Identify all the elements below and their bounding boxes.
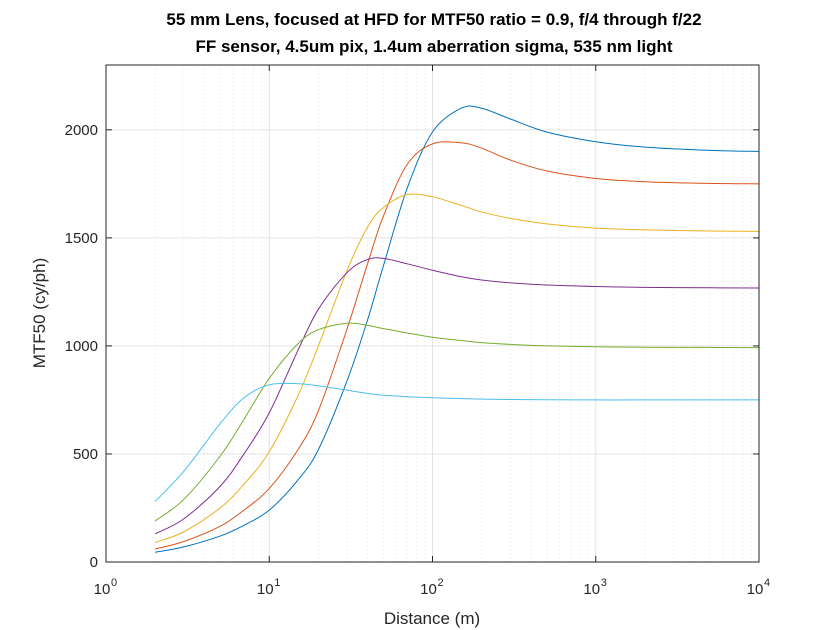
chart-title: 55 mm Lens, focused at HFD for MTF50 rat…	[166, 10, 701, 29]
series-line-6	[154, 382, 759, 502]
x-tick-label: 10	[583, 581, 600, 598]
x-tick-label: 10	[747, 581, 764, 598]
x-tick-exponent: 3	[601, 577, 607, 589]
series-line-4	[154, 257, 760, 535]
series-line-5	[154, 322, 760, 522]
y-tick-label: 1000	[65, 338, 98, 355]
series-line-2	[155, 141, 760, 550]
y-axis-ticks: 0 500 1000 1500 2000	[65, 122, 759, 571]
x-tick-exponent: 4	[764, 577, 770, 589]
y-tick-label: 2000	[65, 122, 98, 139]
series-line-3	[154, 193, 760, 544]
series-line-1	[155, 105, 760, 553]
y-axis-label: MTF50 (cy/ph)	[30, 258, 49, 369]
minor-gridlines	[154, 65, 752, 562]
chart-subtitle: FF sensor, 4.5um pix, 1.4um aberration s…	[195, 37, 672, 56]
x-tick-exponent: 1	[274, 577, 280, 589]
x-axis-ticks: 10 0 10 1 10 2 10 3 10 4	[94, 65, 770, 598]
x-tick-label: 10	[94, 581, 111, 598]
x-tick-exponent: 2	[438, 577, 444, 589]
y-tick-label: 1500	[65, 230, 98, 247]
x-tick-label: 10	[257, 581, 274, 598]
x-tick-label: 10	[420, 581, 437, 598]
y-tick-label: 500	[73, 446, 98, 463]
series-lines	[154, 105, 760, 553]
x-tick-exponent: 0	[111, 577, 117, 589]
x-axis-label: Distance (m)	[384, 609, 480, 628]
y-tick-label: 0	[90, 554, 98, 571]
